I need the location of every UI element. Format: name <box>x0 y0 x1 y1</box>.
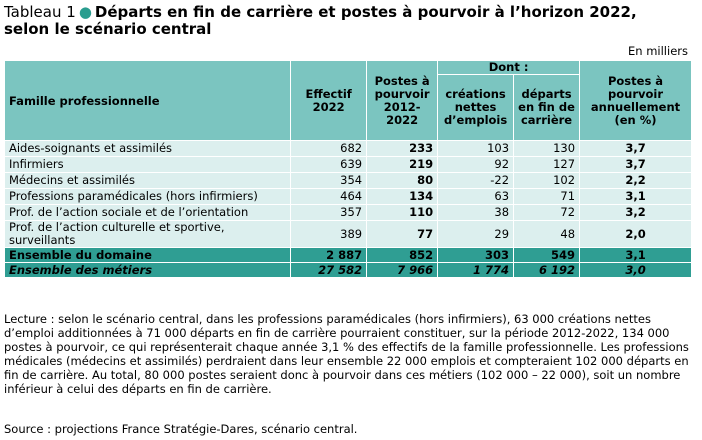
row-annuel: 3,7 <box>579 156 692 173</box>
total-postes: 852 <box>366 247 439 263</box>
row-departs: 71 <box>513 188 581 205</box>
row-postes: 233 <box>366 140 439 157</box>
row-postes: 80 <box>366 172 439 189</box>
table-row: Aides-soignants et assimilés 682 233 103… <box>3 140 692 157</box>
total-name: Ensemble du domaine <box>3 247 292 263</box>
total-row: Ensemble du domaine 2 887 852 303 549 3,… <box>3 247 692 263</box>
row-creations: 103 <box>437 140 515 157</box>
row-effectif: 354 <box>290 172 368 189</box>
table-label: Tableau 1 <box>4 3 76 21</box>
table-title: Tableau 1 ● Départs en fin de carrière et … <box>4 4 698 38</box>
table-row: Prof. de l’action sociale et de l’orient… <box>3 204 692 221</box>
total-effectif: 2 887 <box>290 247 368 263</box>
header-annuel: Postes à pourvoir annuellement (en %) <box>579 60 692 141</box>
row-annuel: 3,2 <box>579 204 692 221</box>
header-creations: créations nettes d’emplois <box>437 74 515 141</box>
row-creations: 92 <box>437 156 515 173</box>
all-effectif: 27 582 <box>290 262 368 278</box>
row-name: Aides-soignants et assimilés <box>3 140 292 157</box>
row-creations: -22 <box>437 172 515 189</box>
table-row: Prof. de l’action culturelle et sportive… <box>3 220 692 248</box>
row-postes: 134 <box>366 188 439 205</box>
all-name: Ensemble des métiers <box>3 262 292 278</box>
row-creations: 29 <box>437 220 515 248</box>
row-effectif: 464 <box>290 188 368 205</box>
row-effectif: 389 <box>290 220 368 248</box>
row-departs: 102 <box>513 172 581 189</box>
header-dont: Dont : <box>437 60 581 75</box>
row-postes: 219 <box>366 156 439 173</box>
row-creations: 63 <box>437 188 515 205</box>
bullet-icon: ● <box>78 3 92 21</box>
row-annuel: 3,1 <box>579 188 692 205</box>
header-effectif: Effectif 2022 <box>290 60 368 141</box>
source-note: Source : projections France Stratégie-Da… <box>4 422 358 436</box>
row-name: Prof. de l’action culturelle et sportive… <box>3 220 292 248</box>
row-postes: 110 <box>366 204 439 221</box>
title-line-1: Départs en fin de carrière et postes à p… <box>94 3 637 21</box>
unit-label: En milliers <box>628 44 688 58</box>
all-departs: 6 192 <box>513 262 581 278</box>
row-postes: 77 <box>366 220 439 248</box>
row-annuel: 3,7 <box>579 140 692 157</box>
reading-note: Lecture : selon le scénario central, dan… <box>4 312 689 396</box>
row-departs: 130 <box>513 140 581 157</box>
row-name: Médecins et assimilés <box>3 172 292 189</box>
row-departs: 127 <box>513 156 581 173</box>
total-annuel: 3,1 <box>579 247 692 263</box>
row-annuel: 2,2 <box>579 172 692 189</box>
row-annuel: 2,0 <box>579 220 692 248</box>
all-creations: 1 774 <box>437 262 515 278</box>
row-creations: 38 <box>437 204 515 221</box>
row-effectif: 357 <box>290 204 368 221</box>
header-departs: départs en fin de carrière <box>513 74 581 141</box>
header-postes: Postes à pourvoir 2012-2022 <box>366 60 439 141</box>
row-name: Professions paramédicales (hors infirmie… <box>3 188 292 205</box>
row-effectif: 682 <box>290 140 368 157</box>
all-annuel: 3,0 <box>579 262 692 278</box>
data-table: Famille professionnelle Effectif 2022 Po… <box>3 60 692 278</box>
total-creations: 303 <box>437 247 515 263</box>
all-jobs-row: Ensemble des métiers 27 582 7 966 1 774 … <box>3 262 692 278</box>
table-row: Médecins et assimilés 354 80 -22 102 2,2 <box>3 172 692 189</box>
total-departs: 549 <box>513 247 581 263</box>
title-line-2: selon le scénario central <box>4 20 212 38</box>
header-family: Famille professionnelle <box>3 60 292 141</box>
all-postes: 7 966 <box>366 262 439 278</box>
table-row: Professions paramédicales (hors infirmie… <box>3 188 692 205</box>
row-departs: 72 <box>513 204 581 221</box>
row-name: Prof. de l’action sociale et de l’orient… <box>3 204 292 221</box>
row-effectif: 639 <box>290 156 368 173</box>
row-name: Infirmiers <box>3 156 292 173</box>
row-departs: 48 <box>513 220 581 248</box>
table-row: Infirmiers 639 219 92 127 3,7 <box>3 156 692 173</box>
